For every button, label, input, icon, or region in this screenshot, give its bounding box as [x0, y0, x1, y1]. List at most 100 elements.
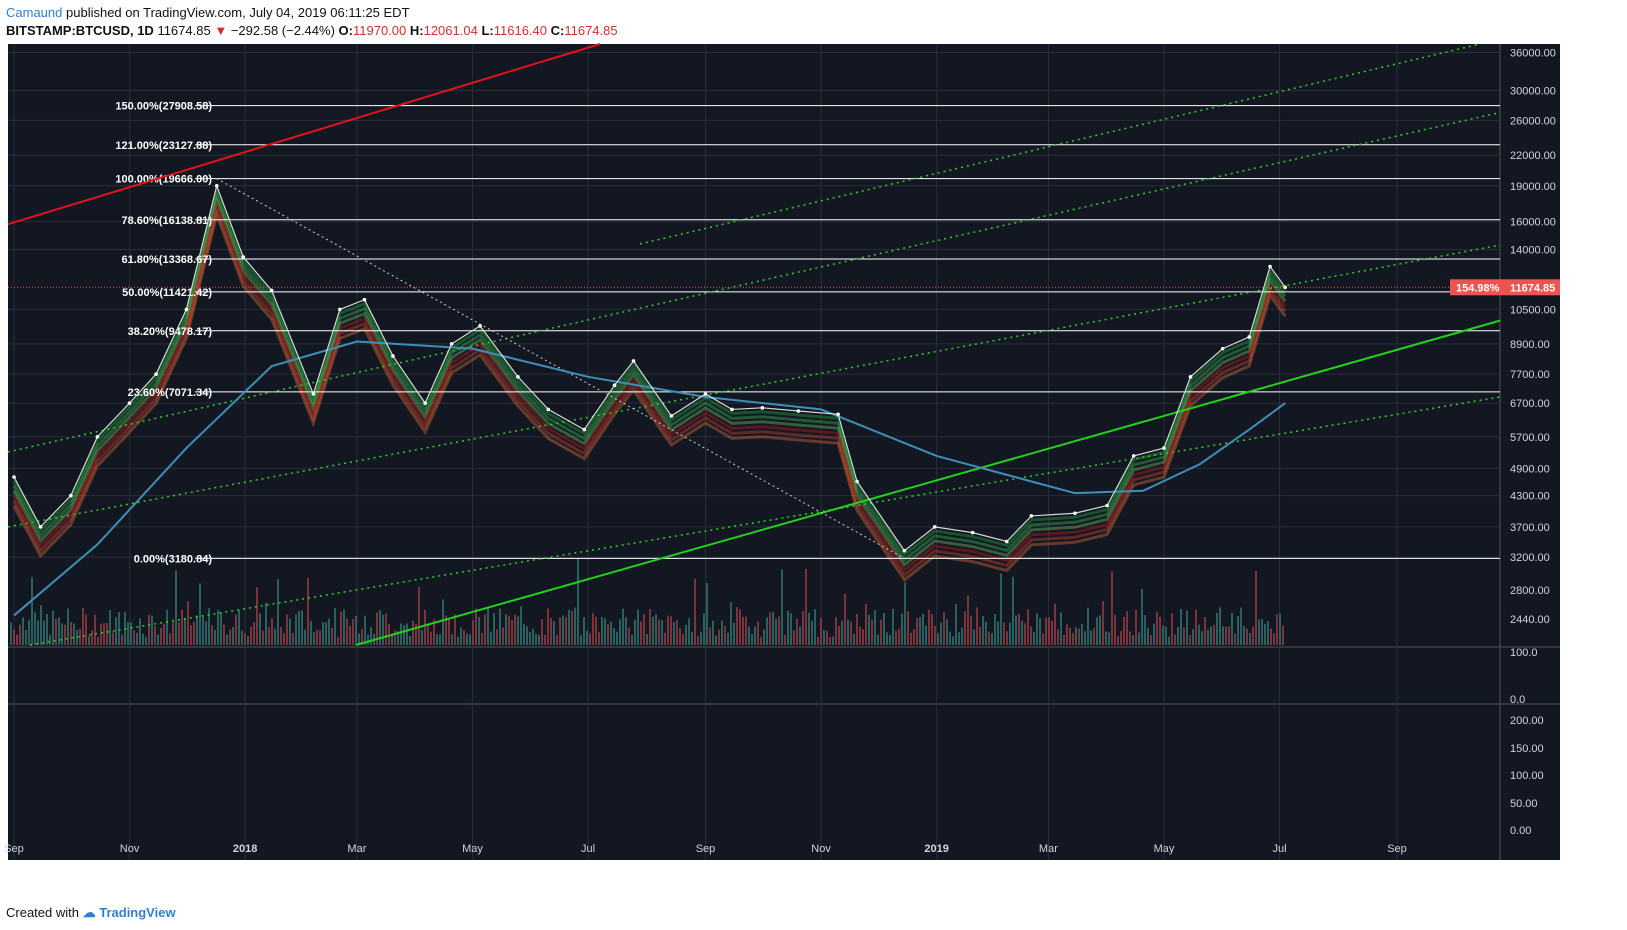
- volume-bar: [454, 614, 456, 645]
- volume-bar: [928, 609, 930, 645]
- volume-bar: [943, 612, 945, 645]
- volume-bar: [646, 634, 648, 645]
- price-tick-label: 6700.00: [1510, 398, 1550, 410]
- volume-bar: [655, 614, 657, 645]
- volume-bar: [985, 621, 987, 645]
- volume-bar: [82, 607, 84, 645]
- volume-bar: [1240, 607, 1242, 645]
- volume-bar: [736, 607, 738, 645]
- volume-bar: [313, 632, 315, 645]
- volume-bar: [1216, 612, 1218, 645]
- volume-bar: [208, 608, 210, 645]
- volume-bar: [613, 628, 615, 645]
- volume-bar: [883, 612, 885, 645]
- volume-bar: [250, 626, 252, 645]
- volume-bar: [1084, 631, 1086, 645]
- time-tick-label: Sep: [4, 843, 24, 855]
- volume-bar: [802, 611, 804, 645]
- volume-bar: [853, 633, 855, 645]
- volume-bar: [1270, 628, 1272, 645]
- volume-bar: [361, 629, 363, 645]
- volume-bar: [1174, 634, 1176, 645]
- volume-bar: [772, 612, 774, 645]
- volume-bar: [631, 634, 633, 645]
- volume-bar: [94, 614, 96, 645]
- volume-bar: [205, 621, 207, 645]
- volume-bar: [1090, 630, 1092, 645]
- volume-bar: [934, 626, 936, 645]
- volume-bar: [799, 626, 801, 645]
- tradingview-brand[interactable]: TradingView: [99, 905, 176, 920]
- green-trend-line: [355, 319, 1501, 646]
- volume-bar: [460, 627, 462, 645]
- volume-bar: [1228, 626, 1230, 645]
- volume-bar: [136, 632, 138, 645]
- volume-bar: [1129, 631, 1131, 645]
- volume-bar: [1159, 616, 1161, 645]
- volume-bar: [1264, 623, 1266, 645]
- low-label: L:: [481, 23, 494, 38]
- volume-bar: [1267, 621, 1269, 645]
- volume-bar: [811, 620, 813, 645]
- volume-bar: [898, 628, 900, 645]
- volume-bar: [355, 615, 357, 645]
- volume-bar: [616, 631, 618, 645]
- high-label: H:: [409, 23, 424, 38]
- volume-bar: [859, 626, 861, 645]
- ribbon-band: [12, 189, 1287, 562]
- volume-bar: [511, 620, 513, 645]
- volume-bar: [1156, 611, 1158, 645]
- volume-bar: [46, 613, 48, 645]
- volume-bar: [727, 632, 729, 645]
- volume-tick-label: 2800.00: [1510, 585, 1550, 597]
- price-point: [38, 525, 43, 529]
- price-point: [669, 414, 674, 418]
- volume-bar: [1105, 631, 1107, 645]
- volume-bar: [568, 609, 570, 645]
- volume-bar: [1048, 617, 1050, 645]
- volume-bar: [277, 579, 279, 645]
- volume-bar: [271, 618, 273, 645]
- volume-bar: [721, 620, 723, 645]
- fib-label: 0.00%(3180.84): [134, 553, 213, 565]
- volume-bar: [1054, 603, 1056, 645]
- volume-bar: [1087, 607, 1089, 645]
- volume-bar: [169, 633, 171, 645]
- volume-bars: [10, 558, 1284, 645]
- volume-bar: [13, 629, 15, 645]
- volume-bar: [223, 624, 225, 645]
- price-tick-label: 36000.00: [1510, 48, 1556, 60]
- volume-bar: [406, 623, 408, 645]
- volume-bar: [1204, 617, 1206, 645]
- volume-bar: [523, 623, 525, 645]
- pane3-tick-label: 50.00: [1510, 798, 1538, 810]
- volume-bar: [115, 617, 117, 645]
- author-link[interactable]: Camaund: [6, 5, 63, 20]
- volume-bar: [19, 624, 21, 645]
- axes: 3200.00 3700.00 4300.00 4900.00 5700.00 6700.…: [4, 48, 1560, 855]
- volume-bar: [346, 618, 348, 645]
- volume-bar: [973, 629, 975, 645]
- volume-bar: [1117, 636, 1119, 645]
- price-tick-label: 14000.00: [1510, 244, 1556, 256]
- volume-bar: [691, 631, 693, 645]
- volume-bar: [367, 634, 369, 645]
- volume-bar: [28, 620, 30, 645]
- volume-bar: [253, 622, 255, 645]
- volume-bar: [442, 599, 444, 645]
- volume-bar: [937, 632, 939, 645]
- volume-bar: [562, 615, 564, 645]
- plot-background: [8, 44, 1560, 860]
- volume-bar: [145, 636, 147, 645]
- volume-bar: [1219, 607, 1221, 645]
- volume-bar: [1000, 573, 1002, 645]
- volume-bar: [1126, 611, 1128, 645]
- volume-bar: [112, 632, 114, 645]
- price-point: [127, 401, 132, 405]
- volume-bar: [289, 618, 291, 645]
- volume-bar: [805, 568, 807, 645]
- volume-bar: [889, 635, 891, 645]
- green-dotted-channel: [7, 244, 1501, 528]
- volume-bar: [1072, 632, 1074, 645]
